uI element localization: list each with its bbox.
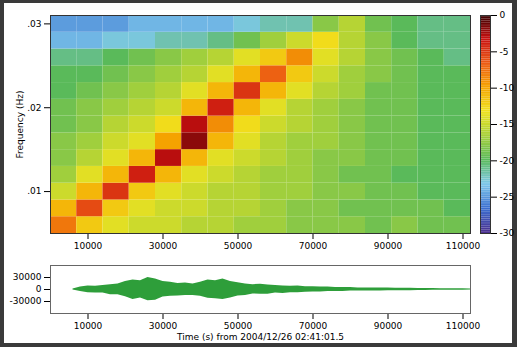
svg-text:.03: .03: [27, 19, 41, 29]
svg-text:30000: 30000: [149, 321, 178, 331]
svg-text:10000: 10000: [74, 321, 103, 331]
svg-text:Frequency (Hz): Frequency (Hz): [15, 91, 25, 159]
svg-text:70000: 70000: [299, 321, 328, 331]
svg-text:-25: -25: [500, 192, 515, 202]
svg-text:Time (s) from 2004/12/26 02:41: Time (s) from 2004/12/26 02:41:01.5: [176, 332, 344, 342]
svg-text:-30000: -30000: [10, 296, 42, 306]
svg-text:-20: -20: [500, 156, 515, 166]
svg-text:-5: -5: [500, 47, 509, 57]
svg-text:70000: 70000: [299, 241, 328, 251]
svg-text:30000: 30000: [149, 241, 178, 251]
svg-text:110000: 110000: [446, 321, 481, 331]
svg-text:10000: 10000: [74, 241, 103, 251]
svg-text:.02: .02: [27, 103, 41, 113]
svg-text:30000: 30000: [13, 272, 42, 282]
svg-text:90000: 90000: [374, 321, 403, 331]
svg-text:-10: -10: [500, 83, 515, 93]
svg-text:50000: 50000: [224, 241, 253, 251]
svg-text:50000: 50000: [224, 321, 253, 331]
svg-text:90000: 90000: [374, 241, 403, 251]
svg-text:.01: .01: [27, 186, 41, 196]
svg-text:-30: -30: [500, 228, 515, 238]
svg-text:110000: 110000: [446, 241, 481, 251]
svg-text:0: 0: [36, 284, 42, 294]
svg-text:0: 0: [500, 10, 506, 20]
svg-text:-15: -15: [500, 119, 515, 129]
